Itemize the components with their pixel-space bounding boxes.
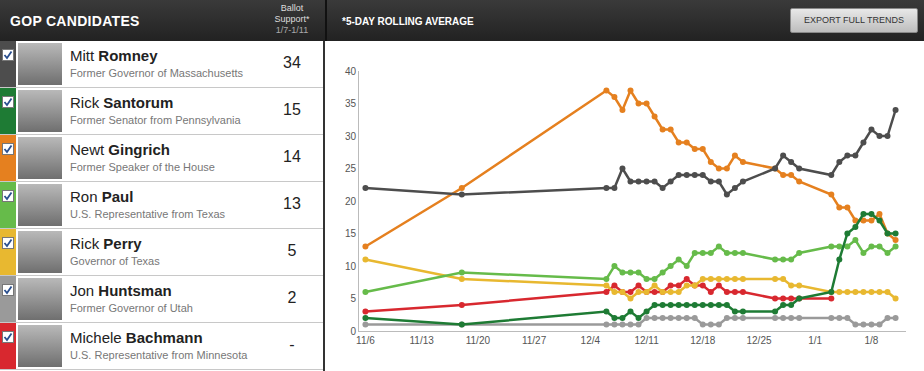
html-text:U.S. Representative from Texas: U.S. Representative from Texas (70, 208, 226, 220)
html-text:13: 13 (283, 195, 301, 212)
svg-text:11/27: 11/27 (522, 335, 547, 346)
svg-text:40: 40 (345, 66, 357, 77)
html-text:Rick Perry: Rick Perry (70, 235, 142, 252)
html-text:14: 14 (283, 148, 301, 165)
svg-text:10: 10 (345, 261, 357, 272)
svg-text:12/4: 12/4 (581, 335, 601, 346)
svg-text:0: 0 (350, 326, 356, 337)
html-text:2: 2 (287, 289, 297, 306)
html-text:Michele Bachmann: Michele Bachmann (70, 329, 203, 346)
svg-text:5: 5 (350, 293, 356, 304)
html-text:1/7-1/11: 1/7-1/11 (275, 25, 309, 35)
svg-text:11/13: 11/13 (410, 335, 435, 346)
html-text:Ron Paul: Ron Paul (70, 188, 134, 205)
html-text:Jon Huntsman: Jon Huntsman (70, 282, 172, 299)
html-text:Former Senator from Pennsylvan: Former Senator from Pennsylvania (70, 114, 241, 126)
html-text:Former Speaker of the House: Former Speaker of the House (70, 161, 215, 173)
html-text:15: 15 (283, 101, 301, 118)
svg-text:35: 35 (345, 98, 357, 109)
html-text:34: 34 (283, 54, 301, 71)
html-text:Newt Gingrich: Newt Gingrich (70, 141, 170, 158)
svg-text:11/6: 11/6 (356, 335, 375, 346)
svg-text:25: 25 (345, 163, 357, 174)
html-text:Former Governor of Massachuset: Former Governor of Massachusetts (70, 67, 243, 79)
html-text:GOP CANDIDATES: GOP CANDIDATES (10, 13, 140, 29)
svg-text:1/1: 1/1 (808, 335, 822, 346)
html-text:*5-DAY ROLLING AVERAGE: *5-DAY ROLLING AVERAGE (342, 16, 474, 27)
html-text:Governor of Texas: Governor of Texas (70, 255, 160, 267)
html-text:Mitt Romney: Mitt Romney (70, 47, 158, 64)
svg-text:12/18: 12/18 (690, 335, 715, 346)
svg-text:1/8: 1/8 (865, 335, 879, 346)
svg-text:15: 15 (345, 228, 357, 239)
html-text:5: 5 (287, 242, 297, 259)
svg-text:20: 20 (345, 196, 357, 207)
svg-text:12/25: 12/25 (746, 335, 771, 346)
html-text:Ballot Support*: Ballot Support* (274, 3, 310, 24)
svg-text:30: 30 (345, 131, 357, 142)
html-text:EXPORT FULL TRENDS: EXPORT FULL TRENDS (803, 15, 905, 25)
svg-text:12/11: 12/11 (634, 335, 659, 346)
html-text:U.S. Representative from Minne: U.S. Representative from Minnesota (70, 349, 248, 361)
svg-text:11/20: 11/20 (466, 335, 491, 346)
html-text:Former Governor of Utah: Former Governor of Utah (70, 302, 193, 314)
html-text:Rick Santorum: Rick Santorum (70, 94, 174, 111)
